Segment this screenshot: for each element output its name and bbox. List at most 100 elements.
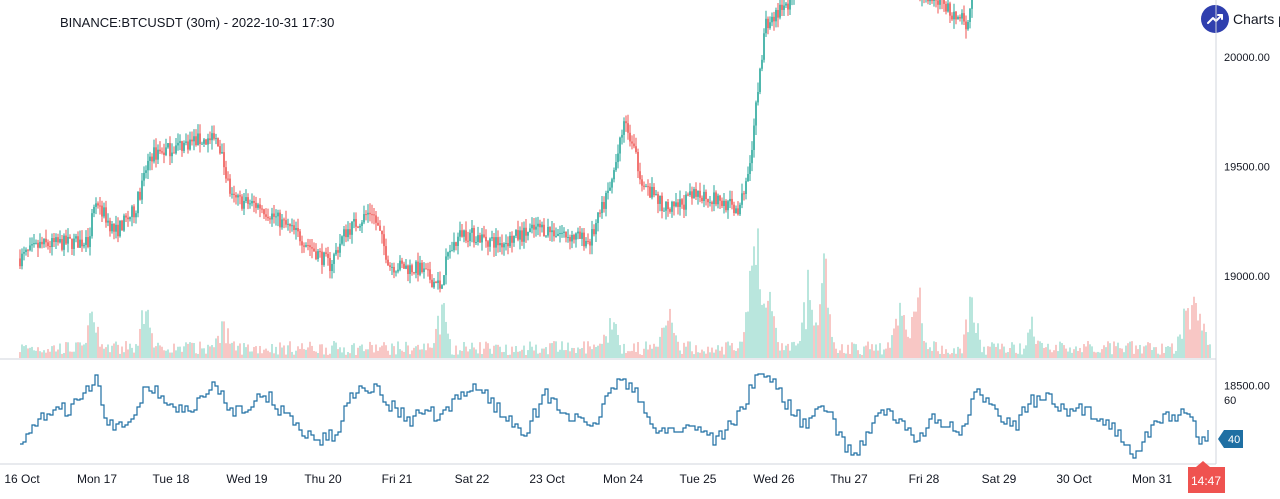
candle-body [683, 204, 685, 210]
candle-body [353, 218, 355, 222]
volume-bar [27, 348, 29, 358]
volume-bar [349, 353, 351, 358]
volume-bar [855, 344, 857, 358]
price-tick-label: 18500.00 [1224, 380, 1270, 392]
volume-bar [105, 347, 107, 358]
volume-bar [767, 300, 769, 358]
candle-body [365, 214, 367, 216]
candle-body [131, 206, 133, 218]
volume-bar [715, 349, 717, 358]
candle-body [55, 237, 57, 243]
candle-body [91, 213, 93, 237]
volume-bar [157, 342, 159, 358]
candle-body [459, 230, 461, 237]
candle-body [769, 22, 771, 29]
candle-body [335, 250, 337, 255]
volume-bar [843, 352, 845, 358]
volume-bar [151, 333, 153, 358]
volume-bar [183, 346, 185, 358]
volume-bar [535, 344, 537, 358]
candle-body [367, 212, 369, 215]
volume-bar [509, 354, 511, 358]
candle-body [761, 59, 763, 69]
volume-bar [211, 345, 213, 358]
candle-body [431, 279, 433, 288]
volume-bar [41, 352, 43, 358]
volume-bar [161, 346, 163, 358]
volume-bar [527, 350, 529, 358]
volume-bar [789, 350, 791, 358]
volume-bar [189, 342, 191, 358]
chart-title: BINANCE:BTCUSDT (30m) - 2022-10-31 17:30 [60, 15, 335, 30]
candle-body [115, 224, 117, 232]
candle-body [341, 236, 343, 244]
candle-body [473, 228, 475, 243]
brand-badge[interactable]: Charts p [1201, 4, 1280, 34]
candle-body [429, 269, 431, 280]
volume-bar [563, 350, 565, 358]
candle-body [697, 190, 699, 197]
volume-bar [441, 304, 443, 358]
candle-body [21, 253, 23, 267]
candle-body [685, 194, 687, 210]
volume-bar [197, 353, 199, 358]
candle-body [153, 147, 155, 162]
candle-body [105, 207, 107, 223]
volume-bar [1005, 352, 1007, 358]
candle-body [689, 191, 691, 196]
candle-body [295, 227, 297, 231]
candle-body [967, 22, 969, 30]
time-tick-label: Mon 31 [1132, 472, 1172, 486]
volume-bar [1183, 308, 1185, 358]
volume-bar [869, 349, 871, 358]
volume-bar [987, 346, 989, 358]
candle-body [329, 258, 331, 271]
volume-bar [665, 325, 667, 358]
volume-bar [281, 347, 283, 358]
volume-bar [249, 351, 251, 358]
volume-bar [53, 345, 55, 358]
candle-body [933, 0, 935, 1]
volume-bar [311, 345, 313, 358]
volume-bar [61, 353, 63, 358]
volume-bar [741, 341, 743, 358]
volume-bar [861, 354, 863, 358]
volume-bar [87, 325, 89, 358]
candle-body [223, 152, 225, 168]
candle-body [541, 224, 543, 228]
volume-bar [681, 353, 683, 358]
time-marker-label: 14:47 [1191, 474, 1221, 488]
volume-bar [795, 345, 797, 358]
candle-body [565, 231, 567, 238]
volume-bar [1079, 347, 1081, 358]
volume-bar [615, 323, 617, 358]
volume-bar [39, 351, 41, 358]
candle-body [247, 197, 249, 204]
volume-bar [651, 348, 653, 358]
volume-bar [417, 344, 419, 358]
volume-bar [955, 353, 957, 358]
candle-body [475, 241, 477, 243]
volume-bar [499, 346, 501, 358]
candle-body [25, 249, 27, 252]
volume-bar [917, 297, 919, 358]
candle-body [715, 192, 717, 205]
volume-bar [163, 350, 165, 358]
candle-body [553, 230, 555, 237]
volume-bar [697, 352, 699, 358]
volume-bar [379, 347, 381, 358]
candle-body [33, 242, 35, 245]
volume-bar [209, 346, 211, 358]
candle-body [203, 139, 205, 144]
volume-bar [687, 341, 689, 358]
candle-body [255, 202, 257, 208]
volume-bar [1105, 347, 1107, 358]
volume-bar [295, 350, 297, 358]
volume-bar [849, 353, 851, 358]
candle-body [739, 204, 741, 215]
candle-body [703, 191, 705, 201]
candle-body [221, 152, 223, 154]
volume-bar [685, 346, 687, 358]
volume-bar [1033, 336, 1035, 358]
